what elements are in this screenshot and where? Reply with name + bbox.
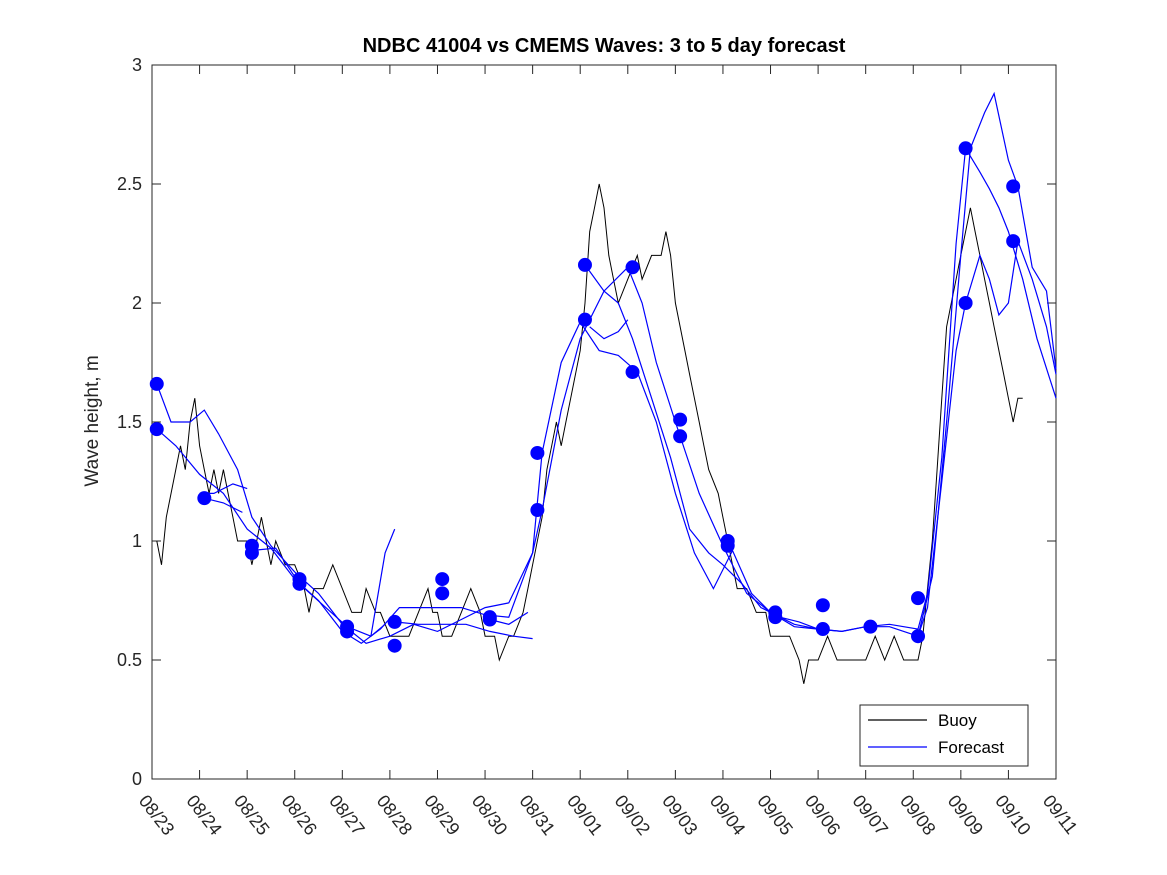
x-tick-label: 08/26 — [278, 791, 321, 839]
forecast-marker — [1006, 234, 1021, 249]
forecast-marker — [435, 572, 450, 587]
forecast-marker — [911, 591, 926, 606]
x-tick-label: 09/03 — [658, 791, 701, 839]
legend-box — [859, 704, 1029, 767]
forecast-series-line — [156, 146, 1057, 644]
y-tick-label: 2 — [132, 293, 142, 313]
forecast-marker — [911, 629, 926, 644]
forecast-series-line — [917, 91, 1057, 637]
chart-title: NDBC 41004 vs CMEMS Waves: 3 to 5 day fo… — [363, 35, 846, 57]
x-tick-label: 09/08 — [896, 791, 939, 839]
forecast-marker — [577, 312, 592, 327]
forecast-marker — [340, 624, 355, 639]
y-tick-label: 0.5 — [117, 650, 142, 670]
forecast-marker — [768, 610, 783, 625]
forecast-marker — [387, 638, 402, 653]
x-tick-label: 09/06 — [801, 791, 844, 839]
forecast-marker — [625, 365, 640, 380]
x-tick-label: 09/10 — [991, 791, 1034, 839]
y-tick-label: 1 — [132, 531, 142, 551]
x-tick-label: 08/31 — [515, 791, 558, 839]
forecast-marker — [815, 622, 830, 637]
plot-frame — [151, 64, 1057, 780]
y-tick-label: 2.5 — [117, 174, 142, 194]
x-tick-label: 08/27 — [325, 791, 368, 839]
forecast-marker — [244, 545, 259, 560]
forecast-marker — [435, 586, 450, 601]
legend-forecast-label: Forecast — [938, 738, 1004, 757]
x-tick-label: 08/29 — [420, 791, 463, 839]
forecast-marker — [958, 141, 973, 156]
forecast-marker — [530, 503, 545, 518]
x-tick-label: 09/09 — [944, 791, 987, 839]
forecast-marker — [1006, 179, 1021, 194]
forecast-marker — [149, 422, 164, 437]
legend-buoy-label: Buoy — [938, 711, 977, 730]
y-axis-label: Wave height, m — [82, 355, 103, 486]
y-tick-label: 1.5 — [117, 412, 142, 432]
buoy-series-line — [156, 183, 1023, 684]
forecast-marker — [149, 376, 164, 391]
x-tick-label: 09/04 — [706, 791, 749, 839]
forecast-marker — [673, 412, 688, 427]
x-tick-label: 08/23 — [135, 791, 178, 839]
x-tick-label: 09/05 — [753, 791, 796, 839]
forecast-series-line — [394, 621, 533, 640]
forecast-marker — [625, 260, 640, 275]
forecast-series-line — [589, 319, 629, 340]
x-tick-label: 09/11 — [1039, 791, 1082, 838]
forecast-marker — [720, 538, 735, 553]
legend: Buoy Forecast — [859, 704, 1029, 767]
forecast-marker — [292, 576, 307, 591]
forecast-series-line — [370, 528, 396, 637]
forecast-marker — [577, 257, 592, 272]
x-tick-label: 08/30 — [468, 791, 511, 839]
x-tick-label: 08/28 — [373, 791, 416, 839]
x-tick-label: 09/07 — [849, 791, 892, 839]
forecast-marker — [482, 612, 497, 627]
y-tick-label: 0 — [132, 769, 142, 789]
forecast-marker — [673, 429, 688, 444]
x-tick-label: 09/02 — [611, 791, 654, 839]
forecast-marker — [387, 614, 402, 629]
forecast-marker — [863, 619, 878, 634]
forecast-marker — [958, 296, 973, 310]
x-tick-label: 09/01 — [563, 791, 606, 839]
forecast-marker — [815, 598, 830, 613]
x-tick-label: 08/25 — [230, 791, 273, 839]
y-tick-label: 3 — [132, 55, 142, 75]
x-tick-label: 08/24 — [182, 791, 225, 839]
forecast-marker — [197, 491, 212, 506]
forecast-marker — [530, 445, 545, 460]
